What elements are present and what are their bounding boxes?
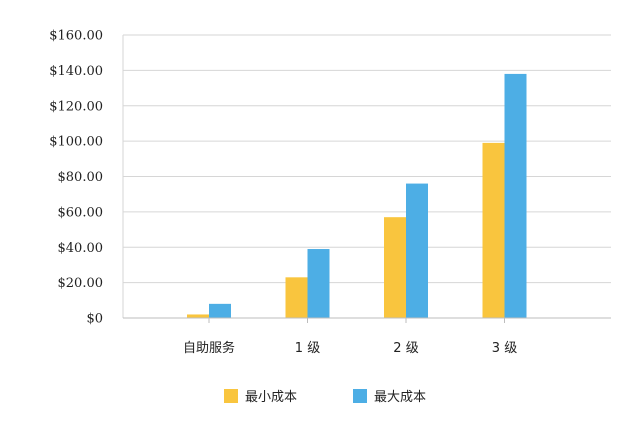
y-tick-label: $100.00 xyxy=(49,135,103,150)
y-tick-label: $160.00 xyxy=(49,29,103,44)
legend-swatch-1 xyxy=(353,389,367,403)
bar-min-1 xyxy=(285,277,308,318)
y-tick-label: $20.00 xyxy=(58,276,104,291)
legend-label-1: 最大成本 xyxy=(374,390,426,405)
y-tick-label: $140.00 xyxy=(49,64,103,79)
bar-max-2 xyxy=(406,183,428,318)
bar-max-3 xyxy=(504,73,527,318)
y-tick-label: $40.00 xyxy=(58,241,104,256)
x-tick-label: 1 级 xyxy=(295,341,320,356)
bar-min-2 xyxy=(384,217,406,318)
bars xyxy=(187,73,527,318)
x-tick-label: 2 级 xyxy=(393,341,418,356)
grid-lines xyxy=(123,34,611,284)
y-tick-label: $80.00 xyxy=(58,170,104,185)
legend-swatch-0 xyxy=(224,389,238,403)
bar-min-0 xyxy=(187,314,209,318)
x-tick-label: 3 级 xyxy=(492,341,517,356)
bar-max-0 xyxy=(209,303,231,318)
x-tick-label: 自助服务 xyxy=(183,340,235,356)
bar-max-1 xyxy=(307,249,330,318)
legend: 最小成本 最大成本 xyxy=(224,389,426,405)
y-tick-label: $120.00 xyxy=(49,99,103,114)
y-tick-label: $0 xyxy=(86,312,103,327)
y-axis-ticks: $0 $20.00 $40.00 $60.00 $80.00 $100.00 $120.00… xyxy=(49,29,103,327)
x-axis-labels: 自助服务 1 级 2 级 3 级 xyxy=(183,340,517,356)
y-tick-label: $60.00 xyxy=(58,205,104,220)
bar-min-3 xyxy=(482,142,505,318)
x-axis xyxy=(122,35,611,323)
legend-label-0: 最小成本 xyxy=(245,390,297,405)
